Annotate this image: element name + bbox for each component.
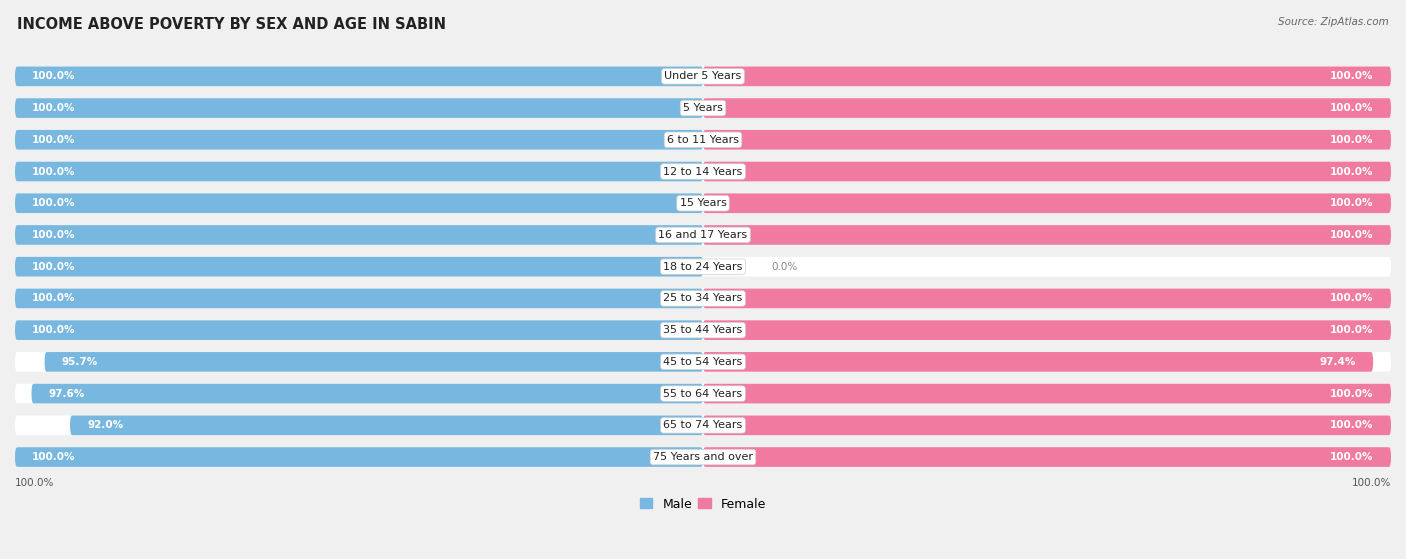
Text: 100.0%: 100.0% — [32, 167, 76, 177]
FancyBboxPatch shape — [15, 320, 703, 340]
FancyBboxPatch shape — [15, 162, 703, 181]
FancyBboxPatch shape — [703, 415, 1391, 435]
Text: 100.0%: 100.0% — [1330, 103, 1374, 113]
Text: 100.0%: 100.0% — [32, 230, 76, 240]
FancyBboxPatch shape — [15, 193, 1391, 213]
Text: 100.0%: 100.0% — [1330, 230, 1374, 240]
FancyBboxPatch shape — [15, 98, 703, 118]
Text: 100.0%: 100.0% — [32, 135, 76, 145]
FancyBboxPatch shape — [15, 447, 1391, 467]
Text: Source: ZipAtlas.com: Source: ZipAtlas.com — [1278, 17, 1389, 27]
Text: 100.0%: 100.0% — [1330, 72, 1374, 82]
FancyBboxPatch shape — [15, 193, 703, 213]
FancyBboxPatch shape — [703, 193, 1391, 213]
FancyBboxPatch shape — [15, 67, 1391, 86]
FancyBboxPatch shape — [15, 288, 1391, 308]
Text: 100.0%: 100.0% — [1330, 325, 1374, 335]
Text: 5 Years: 5 Years — [683, 103, 723, 113]
Text: 65 to 74 Years: 65 to 74 Years — [664, 420, 742, 430]
Text: 55 to 64 Years: 55 to 64 Years — [664, 389, 742, 399]
FancyBboxPatch shape — [15, 130, 1391, 150]
FancyBboxPatch shape — [703, 320, 1391, 340]
FancyBboxPatch shape — [15, 384, 1391, 404]
Text: 18 to 24 Years: 18 to 24 Years — [664, 262, 742, 272]
FancyBboxPatch shape — [703, 98, 1391, 118]
FancyBboxPatch shape — [70, 415, 703, 435]
FancyBboxPatch shape — [15, 257, 1391, 277]
Text: 100.0%: 100.0% — [32, 325, 76, 335]
Text: 100.0%: 100.0% — [32, 262, 76, 272]
FancyBboxPatch shape — [703, 162, 1391, 181]
Text: 25 to 34 Years: 25 to 34 Years — [664, 293, 742, 304]
Text: 16 and 17 Years: 16 and 17 Years — [658, 230, 748, 240]
Text: 100.0%: 100.0% — [1330, 135, 1374, 145]
Legend: Male, Female: Male, Female — [636, 492, 770, 515]
FancyBboxPatch shape — [15, 352, 1391, 372]
FancyBboxPatch shape — [703, 225, 1391, 245]
FancyBboxPatch shape — [15, 447, 703, 467]
Text: 100.0%: 100.0% — [1330, 389, 1374, 399]
Text: 100.0%: 100.0% — [1330, 452, 1374, 462]
Text: 100.0%: 100.0% — [32, 198, 76, 209]
Text: 100.0%: 100.0% — [1330, 167, 1374, 177]
Text: INCOME ABOVE POVERTY BY SEX AND AGE IN SABIN: INCOME ABOVE POVERTY BY SEX AND AGE IN S… — [17, 17, 446, 32]
FancyBboxPatch shape — [703, 67, 1391, 86]
Text: 12 to 14 Years: 12 to 14 Years — [664, 167, 742, 177]
FancyBboxPatch shape — [703, 130, 1391, 150]
Text: 92.0%: 92.0% — [87, 420, 124, 430]
FancyBboxPatch shape — [703, 447, 1391, 467]
Text: 100.0%: 100.0% — [1330, 198, 1374, 209]
Text: 97.4%: 97.4% — [1320, 357, 1355, 367]
Text: 100.0%: 100.0% — [1330, 420, 1374, 430]
Text: 0.0%: 0.0% — [772, 262, 799, 272]
Text: 97.6%: 97.6% — [49, 389, 84, 399]
FancyBboxPatch shape — [15, 130, 703, 150]
FancyBboxPatch shape — [31, 384, 703, 404]
Text: 100.0%: 100.0% — [1351, 478, 1391, 487]
FancyBboxPatch shape — [703, 352, 1374, 372]
Text: 95.7%: 95.7% — [62, 357, 98, 367]
FancyBboxPatch shape — [15, 67, 703, 86]
FancyBboxPatch shape — [15, 320, 1391, 340]
FancyBboxPatch shape — [15, 288, 703, 308]
FancyBboxPatch shape — [15, 162, 1391, 181]
Text: 45 to 54 Years: 45 to 54 Years — [664, 357, 742, 367]
Text: Under 5 Years: Under 5 Years — [665, 72, 741, 82]
Text: 100.0%: 100.0% — [32, 103, 76, 113]
Text: 100.0%: 100.0% — [32, 452, 76, 462]
FancyBboxPatch shape — [45, 352, 703, 372]
Text: 100.0%: 100.0% — [32, 72, 76, 82]
FancyBboxPatch shape — [703, 384, 1391, 404]
Text: 100.0%: 100.0% — [1330, 293, 1374, 304]
FancyBboxPatch shape — [15, 257, 703, 277]
Text: 75 Years and over: 75 Years and over — [652, 452, 754, 462]
FancyBboxPatch shape — [15, 225, 703, 245]
Text: 100.0%: 100.0% — [32, 293, 76, 304]
FancyBboxPatch shape — [703, 288, 1391, 308]
FancyBboxPatch shape — [15, 225, 1391, 245]
FancyBboxPatch shape — [15, 415, 1391, 435]
FancyBboxPatch shape — [15, 98, 1391, 118]
Text: 35 to 44 Years: 35 to 44 Years — [664, 325, 742, 335]
Text: 6 to 11 Years: 6 to 11 Years — [666, 135, 740, 145]
Text: 100.0%: 100.0% — [15, 478, 55, 487]
Text: 15 Years: 15 Years — [679, 198, 727, 209]
